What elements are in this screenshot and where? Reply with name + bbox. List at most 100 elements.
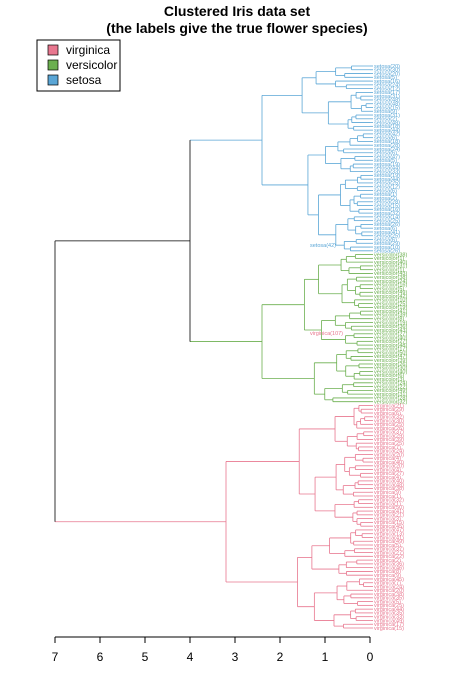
leaf-label: virginica(1): [374, 501, 401, 507]
leaf-label: setosa(20): [374, 71, 400, 77]
leaf-label: virginica(50): [374, 505, 404, 511]
leaf-label: virginica(30): [374, 418, 404, 424]
leaf-label: virginica(21): [374, 513, 404, 519]
leaf-label: virginica(17): [374, 622, 404, 628]
leaf-label: virginica(35): [374, 611, 404, 617]
leaf-label: virginica(44): [374, 607, 404, 613]
leaf-label: virginica(49): [374, 539, 404, 545]
leaf-label: virginica(37): [374, 547, 404, 553]
leaf-label: versicolor(48): [374, 343, 407, 349]
leaf-label: virginica(24): [374, 584, 404, 590]
leaf-label: versicolor(41): [374, 309, 407, 315]
leaf-label: versicolor(47): [374, 354, 407, 360]
leaf-label: virginica(22): [374, 554, 404, 560]
leaf-label: virginica(41): [374, 535, 404, 541]
leaf-label: versicolor(24): [374, 279, 407, 285]
leaf-label: virginica(48): [374, 482, 404, 488]
x-tick-label: 4: [187, 650, 194, 664]
x-tick-label: 6: [97, 650, 104, 664]
leaf-label: setosa(6): [374, 226, 397, 232]
leaf-label: setosa(19): [374, 173, 400, 179]
leaf-label: versicolor(19): [374, 320, 407, 326]
x-tick-label: 3: [232, 650, 239, 664]
legend-swatch-setosa: [47, 74, 59, 86]
leaf-label: virginica(25): [374, 603, 404, 609]
leaf-label: virginica(37): [374, 430, 404, 436]
leaf-label: setosa(33): [374, 169, 400, 175]
legend-swatch-virginica: [47, 44, 59, 56]
x-tick-label: 7: [52, 650, 59, 664]
leaf-label: setosa(18): [374, 124, 400, 130]
leaf-label: virginica(15): [374, 626, 404, 632]
leaf-label: setosa(44): [374, 166, 400, 172]
leaf-label: setosa(12): [374, 184, 400, 190]
leaf-label: virginica(46): [374, 565, 404, 571]
leaf-label: virginica(40): [374, 460, 404, 466]
leaf-label: setosa(25): [374, 234, 400, 240]
leaf-label: setosa(29): [374, 241, 400, 247]
leaf-label: setosa(28): [374, 200, 400, 206]
leaf-label: virginica(25): [374, 441, 404, 447]
leaf-label: virginica(45): [374, 577, 404, 583]
legend-label-setosa: setosa: [66, 73, 102, 87]
leaf-label: setosa(20): [374, 64, 400, 70]
leaf-label: virginica(49): [374, 618, 404, 624]
leaf-label: setosa(2): [374, 196, 397, 202]
leaf-label: setosa(48): [374, 120, 400, 126]
leaf-label: setosa(41): [374, 230, 400, 236]
leaf-label: virginica(8): [374, 569, 401, 575]
leaf-label: setosa(6): [374, 188, 397, 194]
leaf-label: virginica(4): [374, 467, 401, 473]
leaf-label: versicolor(38): [374, 252, 407, 258]
leaf-label: versicolor(39): [374, 358, 407, 364]
leaf-label: setosa(26): [374, 249, 400, 255]
leaf-label: versicolor(32): [374, 399, 407, 405]
chart-title-line-2: (the labels give the true flower species…: [106, 20, 367, 36]
chart-title-line-1: Clustered Iris data set: [164, 3, 311, 19]
leaf-label: virginica(7): [374, 581, 401, 587]
leaf-label: versicolor(31): [374, 264, 407, 270]
leaf-label: virginica(38): [374, 592, 404, 598]
leaf-label: virginica(6): [374, 411, 401, 417]
legend-item-versicolor: versicolor: [47, 58, 117, 72]
legend-item-setosa: setosa: [47, 73, 102, 87]
leaf-label: versicolor(36): [374, 324, 407, 330]
leaf-label: setosa(48): [374, 98, 400, 104]
leaf-label: versicolor(3): [374, 377, 404, 383]
leaf-label: virginica(1): [374, 494, 401, 500]
leaf-label: versicolor(1): [374, 267, 404, 273]
leaf-label: versicolor(30): [374, 366, 407, 372]
legend-label-virginica: virginica: [66, 43, 110, 57]
dendrogram-tree: setosa(20)setosa(30)setosa(20)setosa(5)s…: [54, 64, 407, 632]
x-tick-label: 0: [367, 650, 374, 664]
leaf-label: versicolor(1): [374, 256, 404, 262]
leaf-label: virginica(29): [374, 407, 404, 413]
leaf-label: setosa(25): [374, 181, 400, 187]
leaf-label: versicolor(40): [374, 369, 407, 375]
leaf-label: versicolor(43): [374, 271, 407, 277]
leaf-label: versicolor(38): [374, 275, 407, 281]
leaf-label: setosa(26): [374, 222, 400, 228]
leaf-label: virginica(32): [374, 498, 404, 504]
x-axis: 7 6 5 4 3 2 1 0: [52, 636, 374, 664]
leaf-label: virginica(35): [374, 596, 404, 602]
leaf-label: versicolor(6): [374, 373, 404, 379]
leaf-label: setosa(19): [374, 162, 400, 168]
leaf-label: setosa(16): [374, 207, 400, 213]
leaf-label: virginica(27): [374, 471, 404, 477]
leaf-label: setosa(2): [374, 117, 397, 123]
leaf-label: virginica(24): [374, 449, 404, 455]
leaf-label: versicolor(39): [374, 313, 407, 319]
leaf-label: virginica(20): [374, 588, 404, 594]
leaf-label: setosa(48): [374, 102, 400, 108]
leaf-label: setosa(44): [374, 177, 400, 183]
leaf-label: setosa(9): [374, 109, 397, 115]
leaf-label: virginica(15): [374, 520, 404, 526]
leaf-label: setosa(15): [374, 203, 400, 209]
leaf-label: virginica(36): [374, 562, 404, 568]
leaf-label: versicolor(31): [374, 392, 407, 398]
leaf-label: versicolor(27): [374, 332, 407, 338]
leaf-label: versicolor(22): [374, 384, 407, 390]
leaf-label: setosa(32): [374, 211, 400, 217]
leaf-label: setosa(24): [374, 147, 400, 153]
